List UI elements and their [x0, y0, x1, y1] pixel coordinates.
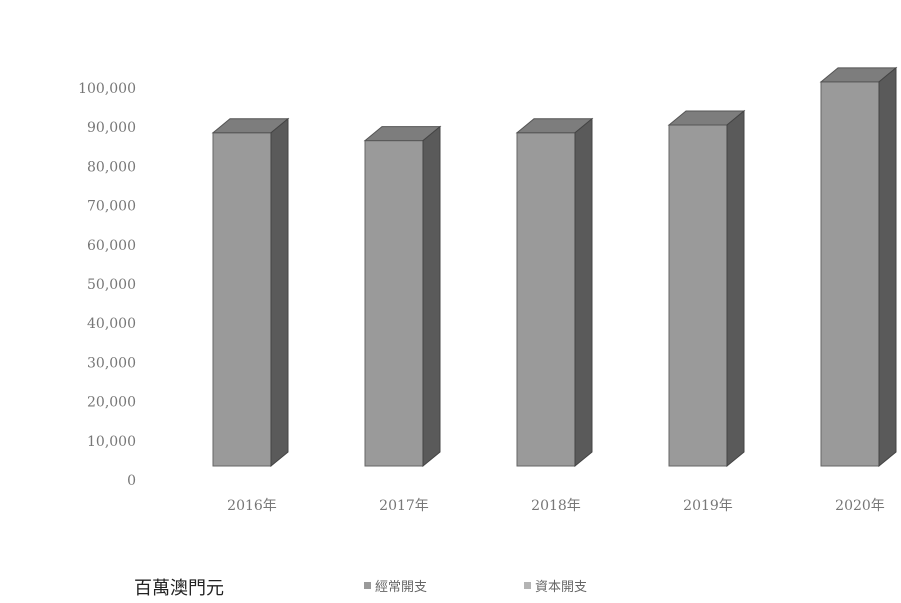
y-tick-label: 60,000 — [87, 238, 136, 254]
bar-side — [574, 117, 593, 468]
bar-5 — [819, 66, 898, 468]
bar-3 — [515, 117, 594, 468]
legend-swatch-1 — [364, 582, 371, 589]
y-tick-label: 80,000 — [87, 159, 136, 175]
bar-side — [726, 109, 745, 468]
y-tick-label: 0 — [127, 473, 136, 489]
bar-front — [668, 124, 728, 467]
unit-label: 百萬澳門元 — [134, 578, 224, 599]
x-tick-label: 2016年 — [227, 498, 277, 514]
bar-front — [516, 132, 576, 467]
bar-4 — [667, 109, 746, 468]
y-tick-label: 50,000 — [87, 277, 136, 293]
legend-label-2: 資本開支 — [535, 580, 588, 595]
bar-side — [270, 117, 289, 468]
x-tick-label: 2020年 — [835, 498, 885, 514]
bars — [211, 66, 898, 468]
bar-front — [820, 81, 880, 467]
x-tick-label: 2017年 — [379, 498, 429, 514]
legend-item-1: 經常開支 — [364, 576, 427, 595]
y-tick-label: 40,000 — [87, 316, 136, 332]
y-tick-label: 10,000 — [87, 434, 136, 450]
y-tick-label: 100,000 — [78, 81, 136, 97]
bar-side — [422, 125, 441, 468]
y-axis: 0 10,000 20,000 30,000 40,000 50,000 60,000 70,… — [78, 81, 136, 489]
legend-label-1: 經常開支 — [375, 580, 428, 595]
x-axis: 2016年 2017年 2018年 2019年 2020年 — [227, 498, 885, 514]
y-tick-label: 70,000 — [87, 199, 136, 215]
y-tick-label: 30,000 — [87, 355, 136, 371]
bar-front — [212, 132, 272, 467]
legend-swatch-2 — [524, 582, 531, 589]
y-tick-label: 90,000 — [87, 120, 136, 136]
bar-1 — [211, 117, 290, 468]
y-tick-label: 20,000 — [87, 395, 136, 411]
x-tick-label: 2018年 — [531, 498, 581, 514]
bar-front — [364, 140, 424, 467]
legend-item-2: 資本開支 — [524, 576, 587, 595]
bar-2 — [363, 125, 442, 468]
x-tick-label: 2019年 — [683, 498, 733, 514]
bar-side — [878, 66, 897, 468]
